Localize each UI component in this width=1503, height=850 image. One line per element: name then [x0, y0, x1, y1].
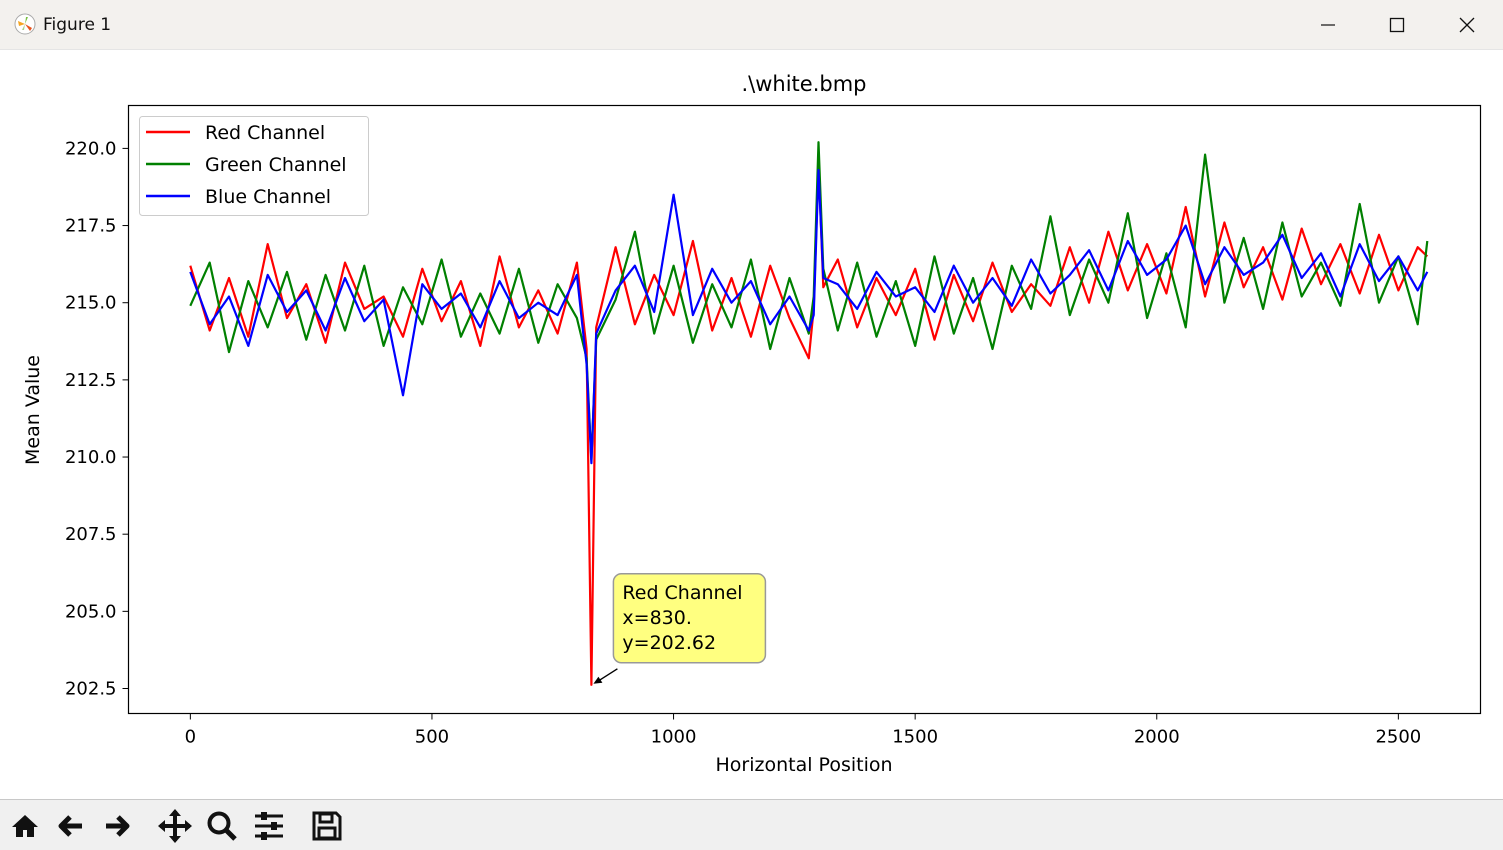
annotation-text: Red Channel	[622, 582, 742, 604]
back-button[interactable]	[53, 808, 89, 844]
pan-button[interactable]	[157, 808, 193, 844]
close-button[interactable]	[1432, 0, 1502, 49]
title-bar: Figure 1	[0, 0, 1503, 50]
figure-canvas[interactable]: 0 500 1000 1500 2000 2500 202.5 205.0 207.5 210.0…	[0, 50, 1503, 799]
series-line-red-channel	[189, 159, 1429, 686]
annotation: Red Channel x=830. y=202.62	[593, 573, 767, 684]
y-tick-label: 210.0	[65, 447, 117, 468]
forward-icon	[106, 815, 130, 837]
zoom-icon	[207, 811, 237, 841]
plot-lines	[189, 141, 1429, 686]
navigation-toolbar	[0, 799, 1503, 850]
back-icon	[58, 815, 82, 837]
zoom-button[interactable]	[204, 808, 240, 844]
minimize-icon	[1321, 23, 1335, 26]
home-button[interactable]	[7, 808, 43, 844]
x-tick-label: 2500	[1375, 727, 1421, 748]
minimize-button[interactable]	[1293, 0, 1363, 49]
forward-button[interactable]	[99, 808, 135, 844]
annotation-box	[612, 573, 767, 664]
configure-subplots-button[interactable]	[251, 808, 287, 844]
chart: 0 500 1000 1500 2000 2500 202.5 205.0 207.5 210.0…	[22, 72, 1482, 776]
home-icon	[12, 815, 38, 837]
legend-label: Blue Channel	[205, 186, 331, 208]
x-axis-label: Horizontal Position	[715, 754, 892, 776]
y-axis-label: Mean Value	[22, 355, 44, 465]
series-line-blue-channel	[189, 168, 1429, 465]
close-icon	[1459, 17, 1475, 32]
chart-title: .\white.bmp	[741, 72, 866, 96]
save-button[interactable]	[309, 808, 345, 844]
x-tick-label: 1500	[892, 727, 938, 748]
legend: Red Channel Green Channel Blue Channel	[139, 116, 369, 216]
y-tick-label: 205.0	[65, 601, 117, 622]
axis-ticks: 0 500 1000 1500 2000 2500 202.5 205.0 207.5 210.0…	[65, 138, 1421, 747]
y-tick-label: 220.0	[65, 138, 117, 159]
maximize-button[interactable]	[1362, 0, 1432, 49]
x-tick-label: 2000	[1134, 727, 1180, 748]
legend-label: Green Channel	[205, 154, 347, 176]
annotation-arrowhead	[593, 676, 603, 684]
y-tick-label: 207.5	[65, 524, 117, 545]
y-tick-label: 215.0	[65, 293, 117, 314]
y-tick-label: 212.5	[65, 370, 117, 391]
axes-frame	[127, 104, 1482, 715]
series-line-green-channel	[189, 141, 1429, 462]
matplotlib-logo-icon	[14, 13, 36, 35]
configure-subplots-icon	[255, 812, 283, 840]
maximize-icon	[1389, 17, 1405, 32]
x-tick-label: 0	[185, 727, 196, 748]
legend-label: Red Channel	[205, 122, 325, 144]
y-tick-label: 217.5	[65, 216, 117, 237]
window-title: Figure 1	[43, 15, 112, 35]
annotation-text: x=830.	[622, 607, 691, 629]
x-tick-label: 1000	[651, 727, 697, 748]
x-tick-label: 500	[415, 727, 449, 748]
annotation-text: y=202.62	[622, 632, 716, 654]
save-icon	[312, 811, 342, 841]
pan-icon	[158, 809, 192, 843]
y-tick-label: 202.5	[65, 679, 117, 700]
